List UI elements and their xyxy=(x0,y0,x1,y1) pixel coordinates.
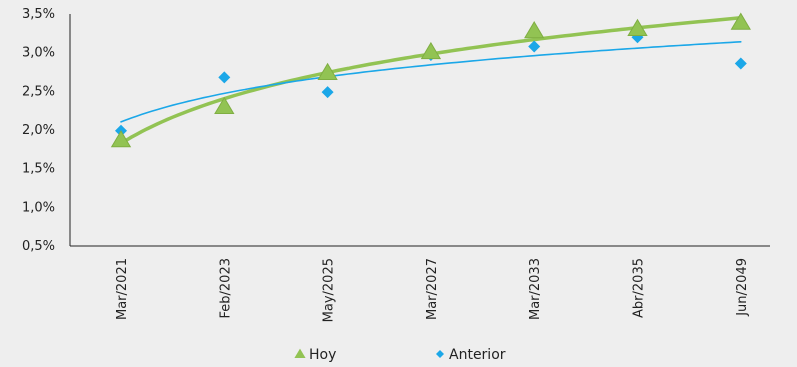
point-hoy xyxy=(730,12,751,30)
y-tick-label: 2,0% xyxy=(22,123,55,138)
x-axis-tick-labels: Mar/2021 Feb/2023 May/2025 Mar/2027 Mar/2033… xyxy=(115,258,750,322)
x-tick-label: Jun/2049 xyxy=(735,258,750,317)
x-tick-label: Abr/2035 xyxy=(632,258,647,318)
y-tick-label: 1,5% xyxy=(22,162,55,177)
legend-marker-anterior xyxy=(436,350,444,358)
x-tick-label: Mar/2033 xyxy=(528,258,543,320)
y-tick-label: 1,0% xyxy=(22,200,55,215)
x-tick-label: Mar/2027 xyxy=(425,258,440,320)
legend-label-anterior: Anterior xyxy=(449,347,506,363)
data-points xyxy=(110,12,751,148)
point-hoy xyxy=(627,18,648,36)
y-tick-label: 2,5% xyxy=(22,84,55,99)
y-tick-label: 0,5% xyxy=(22,239,55,254)
point-anterior xyxy=(218,71,231,84)
point-hoy xyxy=(420,41,442,60)
legend: Hoy Anterior xyxy=(294,347,506,363)
legend-marker-hoy xyxy=(294,348,306,359)
point-hoy xyxy=(110,130,132,148)
y-axis-tick-labels: 0,5% 1,0% 1,5% 2,0% 2,5% 3,0% 3,5% xyxy=(22,7,55,254)
point-hoy xyxy=(214,96,235,115)
axes xyxy=(69,14,770,247)
y-tick-label: 3,5% xyxy=(22,7,55,22)
point-hoy xyxy=(317,62,338,81)
x-tick-label: Feb/2023 xyxy=(218,258,233,318)
legend-label-hoy: Hoy xyxy=(309,347,336,363)
y-tick-label: 3,0% xyxy=(22,46,55,61)
trendline-hoy xyxy=(119,16,743,146)
trendlines xyxy=(119,16,743,146)
trendline-anterior xyxy=(120,41,742,123)
point-anterior xyxy=(528,40,541,53)
x-tick-label: May/2025 xyxy=(322,258,337,322)
point-anterior xyxy=(321,86,334,99)
point-hoy xyxy=(524,21,545,39)
point-anterior xyxy=(734,57,747,70)
x-tick-label: Mar/2021 xyxy=(115,258,130,320)
